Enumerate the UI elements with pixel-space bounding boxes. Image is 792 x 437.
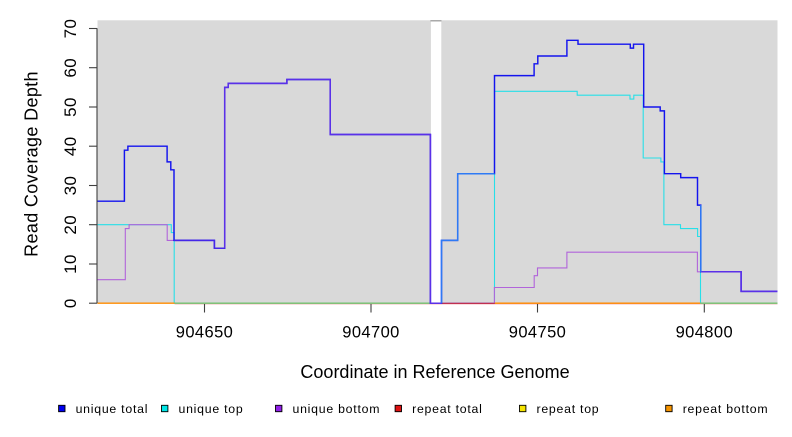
svg-text:10: 10 [61, 254, 80, 274]
svg-text:60: 60 [61, 58, 80, 78]
svg-text:904800: 904800 [676, 324, 733, 342]
svg-text:20: 20 [61, 215, 80, 235]
svg-text:40: 40 [61, 136, 80, 156]
svg-text:repeat total: repeat total [412, 402, 483, 416]
svg-text:Coordinate in Reference Genome: Coordinate in Reference Genome [300, 362, 569, 382]
svg-text:unique total: unique total [76, 402, 149, 416]
svg-text:unique top: unique top [179, 402, 244, 416]
svg-text:repeat bottom: repeat bottom [683, 402, 769, 416]
svg-text:repeat top: repeat top [537, 402, 600, 416]
svg-text:30: 30 [61, 176, 80, 196]
svg-text:unique bottom: unique bottom [293, 402, 381, 416]
svg-text:904700: 904700 [342, 324, 399, 342]
svg-text:Read Coverage Depth: Read Coverage Depth [22, 71, 42, 257]
svg-text:0: 0 [61, 298, 80, 308]
svg-text:70: 70 [61, 19, 80, 39]
svg-text:904650: 904650 [176, 324, 233, 342]
svg-text:50: 50 [61, 97, 80, 117]
svg-text:904750: 904750 [509, 324, 566, 342]
